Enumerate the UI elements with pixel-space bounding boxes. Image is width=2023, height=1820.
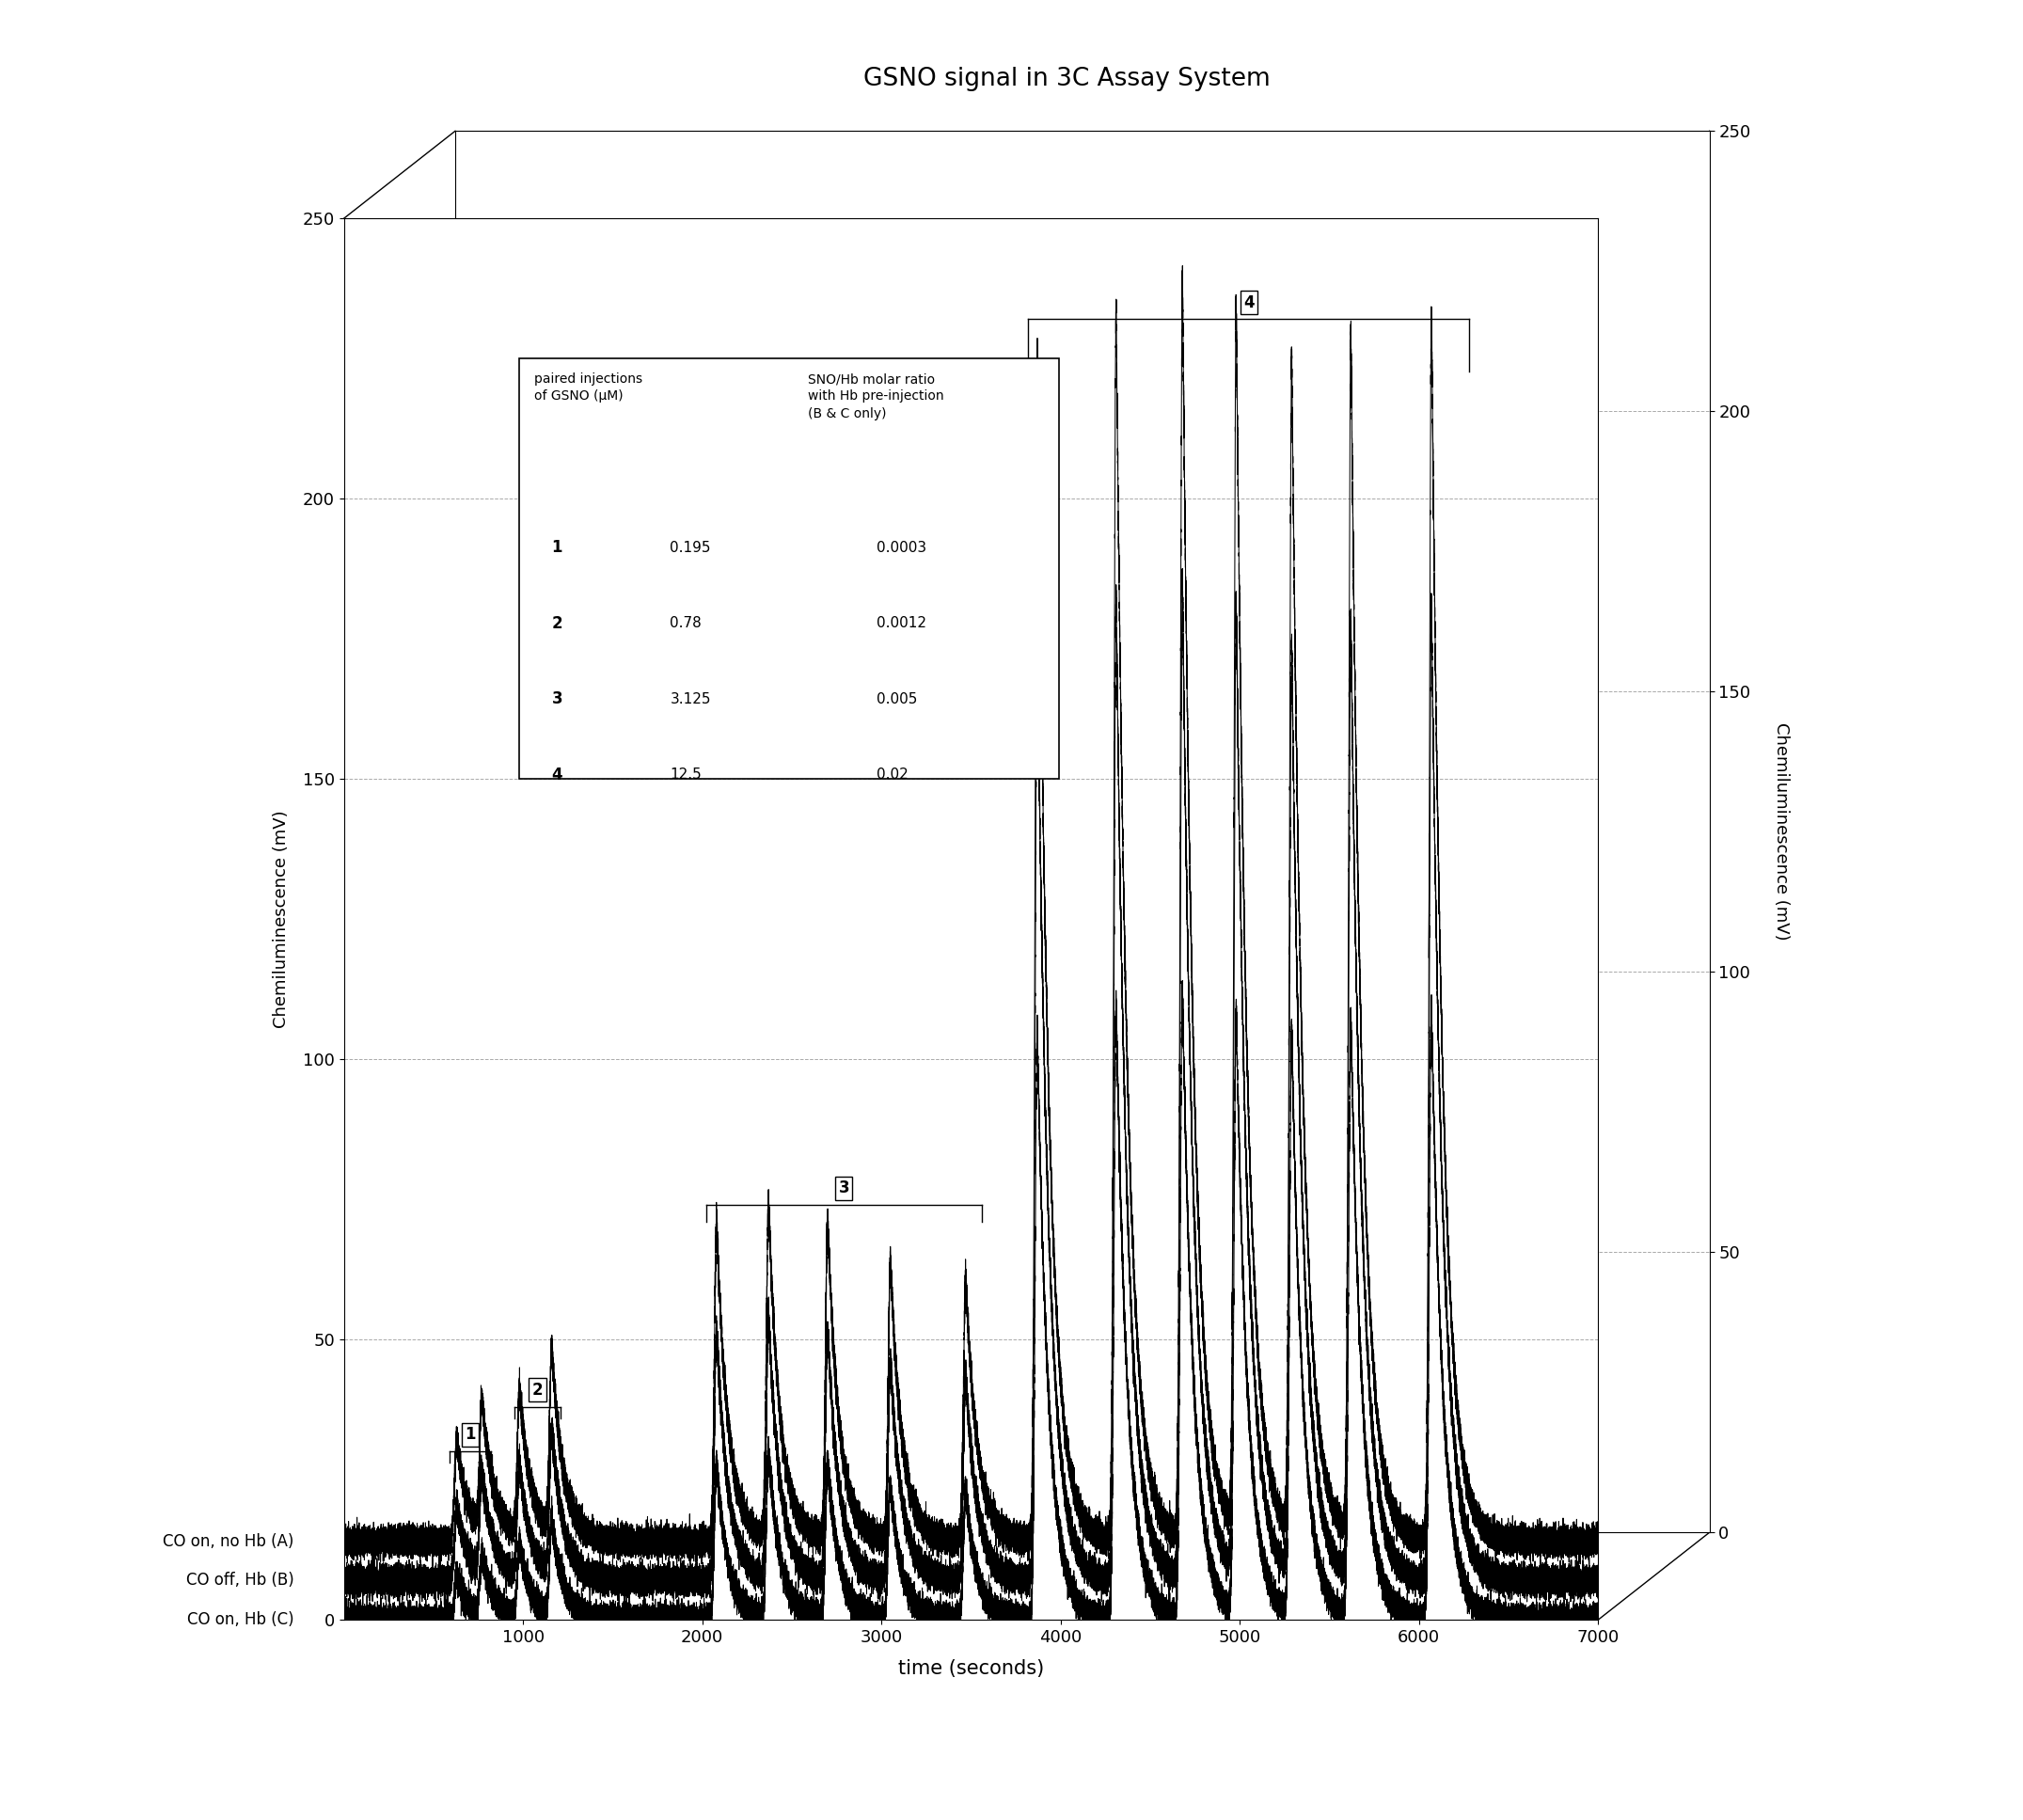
Text: 3.125: 3.125 xyxy=(670,692,710,706)
Text: CO on, Hb (C): CO on, Hb (C) xyxy=(186,1611,293,1629)
Text: CO on, no Hb (A): CO on, no Hb (A) xyxy=(162,1532,293,1551)
Text: 0.0003: 0.0003 xyxy=(876,541,927,555)
Text: SNO/Hb molar ratio
with Hb pre-injection
(B & C only): SNO/Hb molar ratio with Hb pre-injection… xyxy=(807,373,945,420)
Text: 0.005: 0.005 xyxy=(876,692,918,706)
Text: 4: 4 xyxy=(1244,295,1254,311)
Text: 12.5: 12.5 xyxy=(670,768,702,783)
Text: GSNO signal in 3C Assay System: GSNO signal in 3C Assay System xyxy=(864,67,1270,91)
Text: 1: 1 xyxy=(552,539,562,557)
X-axis label: time (seconds): time (seconds) xyxy=(898,1660,1044,1678)
Text: 3: 3 xyxy=(552,690,562,708)
Text: paired injections
of GSNO (μM): paired injections of GSNO (μM) xyxy=(534,373,643,402)
Text: 1: 1 xyxy=(465,1427,475,1443)
Text: 0.195: 0.195 xyxy=(670,541,710,555)
Y-axis label: Chemiluminescence (mV): Chemiluminescence (mV) xyxy=(273,810,289,1028)
Text: 4: 4 xyxy=(552,766,562,783)
Y-axis label: Chemiluminescence (mV): Chemiluminescence (mV) xyxy=(1772,723,1790,941)
Text: 2: 2 xyxy=(552,615,562,632)
Bar xyxy=(520,359,1058,779)
Text: 2: 2 xyxy=(532,1381,542,1398)
Text: 3: 3 xyxy=(838,1179,850,1196)
Text: 0.0012: 0.0012 xyxy=(876,617,927,630)
Text: 0.02: 0.02 xyxy=(876,768,908,783)
Text: 0.78: 0.78 xyxy=(670,617,702,630)
Text: CO off, Hb (B): CO off, Hb (B) xyxy=(186,1572,293,1589)
